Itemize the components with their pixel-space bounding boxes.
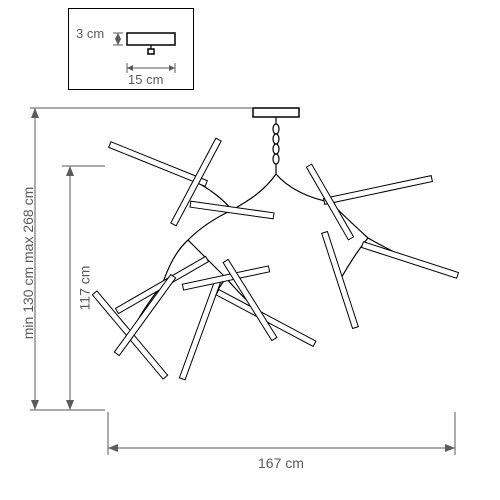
technical-drawing: 3 cm 15 cm [0, 0, 500, 500]
fixture-width-label: 167 cm [258, 455, 304, 471]
inset-height-label: 3 cm [76, 26, 104, 41]
drop-range-label: min 130 cm max 268 cm [20, 173, 36, 353]
main-drawing [0, 100, 500, 500]
fixture-height-label: 117 cm [76, 266, 92, 311]
inset-width-label: 15 cm [128, 72, 163, 87]
